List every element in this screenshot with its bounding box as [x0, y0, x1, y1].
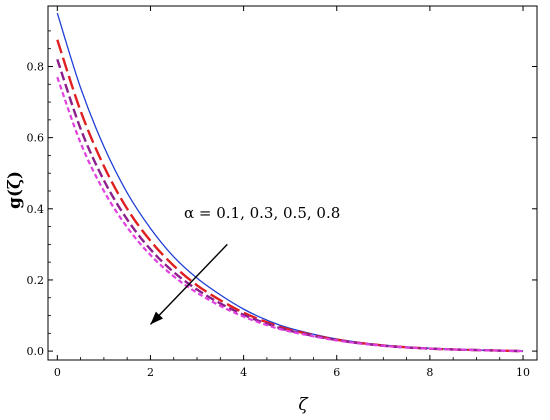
y-tick-label: 0.2 [27, 274, 45, 287]
series-line-2 [56, 39, 524, 353]
x-tick-label: 6 [333, 366, 340, 379]
ticks-layer: 0 2 4 6 8 10 0.0 0.2 0.4 0.6 0.8 [27, 6, 537, 379]
annotation-layer [149, 243, 228, 325]
y-tick-label: 0.6 [27, 132, 45, 145]
series-line-1 [56, 12, 524, 352]
labels-layer: ζ g(ζ) α = 0.1, 0.3, 0.5, 0.8 [5, 171, 340, 415]
plot-border [47, 5, 538, 361]
x-tick-label: 2 [147, 366, 154, 379]
x-tick-label: 4 [240, 366, 247, 379]
y-tick-label: 0.0 [27, 345, 45, 358]
annotation-arrow-head [150, 311, 164, 325]
series-line-4 [56, 76, 524, 353]
x-tick-label: 0 [54, 366, 61, 379]
x-axis-label: ζ [298, 395, 309, 415]
annotation-label: α = 0.1, 0.3, 0.5, 0.8 [184, 204, 340, 222]
x-tick-label: 8 [426, 366, 433, 379]
x-tick-label: 10 [516, 366, 530, 379]
annotation-arrow-shaft [149, 243, 228, 325]
y-tick-label: 0.4 [27, 203, 45, 216]
y-axis-label: g(ζ) [5, 171, 25, 209]
series-layer [56, 12, 524, 353]
y-tick-label: 0.8 [27, 60, 45, 73]
plot-frame [47, 5, 538, 361]
